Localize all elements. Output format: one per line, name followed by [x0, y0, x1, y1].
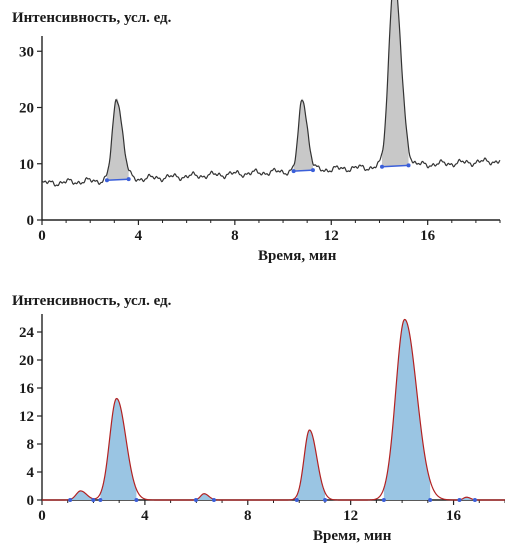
- peak-3-area: [195, 493, 214, 500]
- chart-bottom-xlabel: Время, мин: [313, 528, 392, 544]
- y-tick-label: 24: [19, 325, 35, 341]
- y-tick-label: 0: [27, 213, 35, 229]
- x-tick-label: 4: [135, 228, 143, 244]
- y-tick-label: 0: [27, 493, 35, 509]
- peak-1-baseline-segment: [106, 178, 129, 181]
- peak-3-boundary-marker: [193, 498, 198, 502]
- peak-4-area: [296, 430, 326, 500]
- peak-2-baseline-segment: [293, 169, 313, 172]
- x-tick-label: 0: [38, 228, 46, 244]
- peak-3-area: [382, 0, 409, 167]
- peak-5-boundary-marker: [381, 498, 386, 502]
- peak-6-area: [459, 497, 475, 500]
- peak-6-boundary-marker: [472, 498, 477, 502]
- y-tick-label: 4: [27, 465, 35, 481]
- x-tick-label: 4: [141, 508, 149, 524]
- signal-line: [42, 318, 505, 501]
- peak-1-boundary-marker: [91, 498, 96, 502]
- peak-2-boundary-marker: [98, 498, 103, 502]
- chart-top: Интенсивность, усл. ед. Время, мин 0 10 20…: [12, 0, 501, 264]
- y-tick-label: 30: [19, 44, 34, 60]
- y-tick-label: 12: [19, 409, 34, 425]
- x-tick-label: 8: [231, 228, 239, 244]
- x-tick-label: 8: [244, 508, 252, 524]
- y-tick-label: 20: [19, 353, 34, 369]
- x-tick-label: 16: [446, 508, 462, 524]
- peak-5-boundary-marker: [428, 498, 433, 502]
- peak-3-boundary-marker: [211, 498, 216, 502]
- x-tick-label: 12: [343, 508, 358, 524]
- peak-5-area: [383, 319, 431, 500]
- x-tick-label: 12: [324, 228, 339, 244]
- peak-1-area: [106, 98, 129, 181]
- y-tick-label: 20: [19, 101, 34, 117]
- peak-1-area: [70, 490, 94, 500]
- y-tick-label: 16: [19, 381, 35, 397]
- x-tick-label: 0: [38, 508, 46, 524]
- chart-bottom: Интенсивность, усл. ед. Время, мин 0 4 8 12…: [12, 293, 505, 544]
- peak-1-boundary-marker: [68, 498, 73, 502]
- y-tick-label: 10: [19, 157, 34, 173]
- y-tick-label: 8: [27, 437, 35, 453]
- peak-2-boundary-marker: [134, 498, 139, 502]
- peak-3-baseline-segment: [381, 164, 409, 168]
- chart-top-xlabel: Время, мин: [258, 248, 337, 264]
- signal-line: [41, 0, 501, 187]
- chart-bottom-ylabel: Интенсивность, усл. ед.: [12, 293, 172, 309]
- x-tick-label: 16: [420, 228, 436, 244]
- chart-top-ylabel: Интенсивность, усл. ед.: [12, 10, 172, 26]
- peak-4-boundary-marker: [294, 498, 299, 502]
- peak-6-boundary-marker: [457, 498, 462, 502]
- peak-4-boundary-marker: [323, 498, 328, 502]
- peak-2-area: [293, 98, 313, 172]
- peak-2-area: [100, 398, 137, 500]
